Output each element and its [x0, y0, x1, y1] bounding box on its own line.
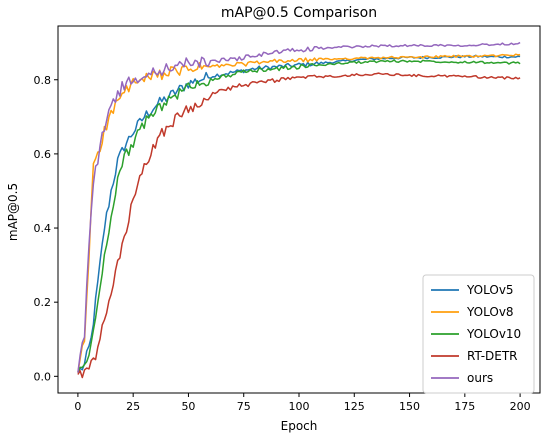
y-tick-label: 0.8	[34, 74, 52, 87]
y-axis: 0.0 0.2 0.4 0.6 0.8	[34, 74, 58, 383]
y-tick-label: 0.0	[34, 370, 52, 383]
series-line-yolov8	[77, 53, 521, 373]
y-tick-label: 0.6	[34, 148, 52, 161]
series-layer	[77, 41, 521, 379]
legend-label: RT-DETR	[467, 349, 518, 363]
series-line-ours	[77, 41, 521, 373]
legend-label: ours	[467, 371, 493, 385]
x-axis-label: Epoch	[281, 419, 318, 433]
x-tick-label: 150	[399, 400, 420, 413]
y-tick-label: 0.4	[34, 222, 52, 235]
series-line-rt-detr	[77, 72, 521, 379]
x-tick-label: 175	[454, 400, 475, 413]
x-tick-label: 100	[289, 400, 310, 413]
x-tick-label: 0	[74, 400, 81, 413]
legend-box	[422, 274, 535, 394]
legend-label: YOLOv8	[466, 305, 514, 319]
legend-label: YOLOv10	[466, 327, 521, 341]
x-tick-label: 125	[344, 400, 365, 413]
chart-title: mAP@0.5 Comparison	[221, 5, 377, 21]
x-tick-label: 50	[181, 400, 195, 413]
x-tick-label: 200	[510, 400, 531, 413]
legend-label: YOLOv5	[466, 283, 514, 297]
series-line-yolov10	[77, 59, 521, 373]
y-axis-label: mAP@0.5	[6, 183, 20, 241]
y-tick-label: 0.2	[34, 296, 52, 309]
x-tick-label: 25	[126, 400, 140, 413]
legend: YOLOv5 YOLOv8 YOLOv10 RT-DETR ours	[422, 274, 535, 394]
x-axis: 0 25 50 75 100 125 150 175 200	[74, 393, 531, 413]
x-tick-label: 75	[237, 400, 251, 413]
